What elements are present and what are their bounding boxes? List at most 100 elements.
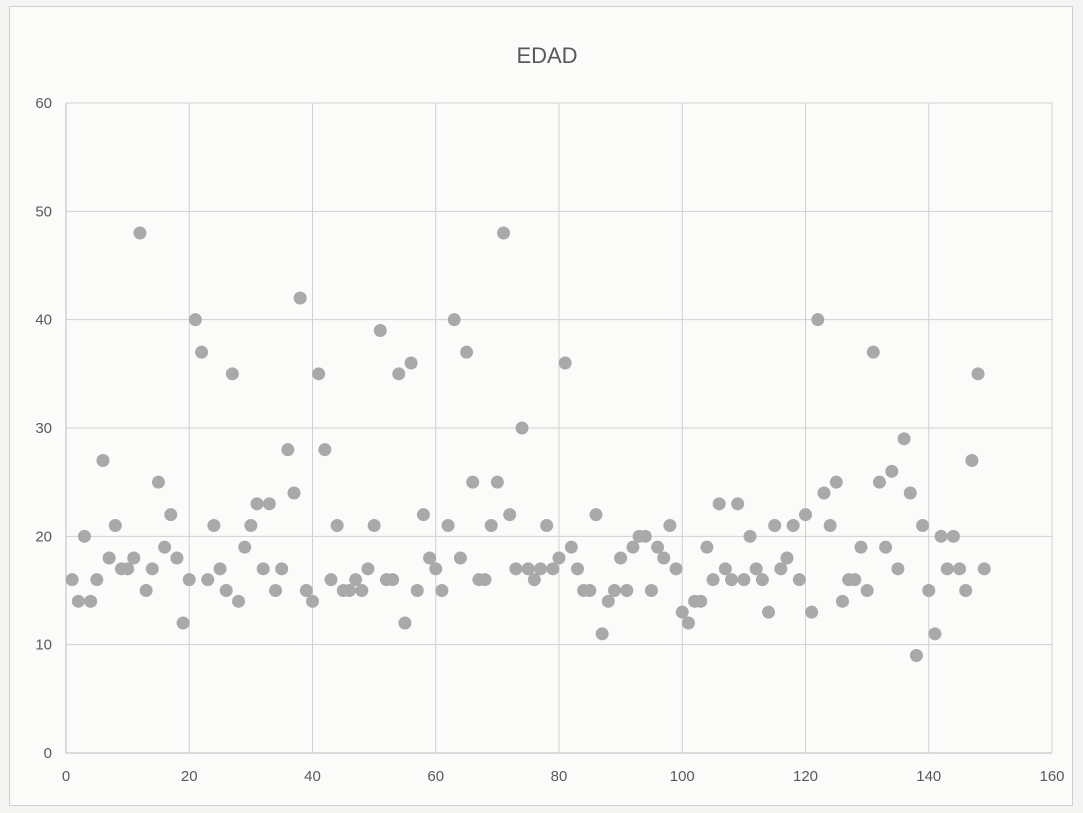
- data-point: [669, 562, 683, 576]
- data-point: [398, 616, 412, 630]
- data-point: [515, 421, 529, 435]
- data-point: [768, 519, 782, 532]
- data-point: [429, 562, 443, 576]
- data-point: [77, 529, 91, 543]
- data-point: [817, 486, 831, 500]
- data-point: [170, 551, 184, 565]
- x-tick-label: 0: [62, 768, 70, 785]
- data-point: [521, 562, 535, 576]
- data-point: [694, 594, 708, 608]
- data-point: [614, 551, 628, 565]
- data-point: [207, 519, 221, 532]
- data-point: [164, 508, 178, 522]
- data-point: [891, 562, 905, 576]
- data-point: [447, 313, 461, 327]
- data-point: [392, 367, 406, 381]
- data-point: [127, 551, 141, 565]
- data-point: [367, 519, 381, 532]
- data-point: [262, 497, 276, 511]
- data-point: [940, 562, 954, 576]
- data-point: [527, 573, 541, 587]
- data-point: [657, 551, 671, 565]
- x-tick-label: 20: [181, 768, 198, 785]
- data-point: [552, 551, 566, 565]
- data-point: [312, 367, 326, 381]
- data-point: [558, 356, 572, 370]
- data-point: [287, 486, 301, 500]
- data-point: [158, 540, 172, 554]
- data-point: [805, 605, 819, 619]
- data-point: [349, 573, 363, 587]
- data-point: [651, 540, 665, 554]
- data-point: [601, 594, 615, 608]
- data-point: [774, 562, 788, 576]
- data-point: [497, 226, 511, 240]
- chart-area: EDAD 0 10 20 30 40 50 60 0 20 40 60 80 100 120 140 160: [9, 6, 1073, 806]
- y-tick-label: 40: [35, 312, 52, 329]
- data-point: [324, 573, 338, 587]
- x-tick-label: 80: [551, 768, 568, 785]
- data-point: [700, 540, 714, 554]
- data-point: [256, 562, 270, 576]
- data-point: [786, 519, 800, 532]
- data-point: [188, 313, 202, 327]
- x-tick-label: 120: [793, 768, 818, 785]
- data-point: [977, 562, 991, 576]
- data-point: [145, 562, 159, 576]
- data-point: [780, 551, 794, 565]
- data-point: [244, 519, 258, 532]
- data-point: [718, 562, 732, 576]
- data-point: [108, 519, 122, 532]
- data-point: [416, 508, 430, 522]
- data-point: [743, 529, 757, 543]
- data-point: [564, 540, 578, 554]
- data-point: [250, 497, 264, 511]
- data-point: [885, 464, 899, 478]
- data-point: [712, 497, 726, 511]
- x-tick-label: 40: [304, 768, 321, 785]
- data-point: [922, 584, 936, 597]
- data-point: [872, 475, 886, 489]
- data-point: [195, 345, 209, 359]
- chart-title: EDAD: [516, 43, 577, 68]
- data-point: [490, 475, 504, 489]
- data-point: [620, 584, 634, 597]
- data-point: [232, 594, 246, 608]
- data-point: [281, 443, 295, 457]
- gridlines: [65, 102, 1053, 754]
- data-point: [928, 627, 942, 641]
- data-point: [663, 519, 677, 532]
- data-point: [139, 584, 153, 597]
- data-point: [503, 508, 517, 522]
- data-point: [755, 573, 769, 587]
- data-point: [971, 367, 985, 381]
- y-tick-label: 30: [35, 420, 52, 437]
- data-point: [65, 573, 79, 587]
- data-point: [121, 562, 135, 576]
- data-point: [534, 562, 548, 576]
- data-point: [509, 562, 523, 576]
- x-tick-label: 100: [670, 768, 695, 785]
- data-point: [835, 594, 849, 608]
- x-tick-label: 60: [427, 768, 444, 785]
- data-point: [423, 551, 437, 565]
- data-point: [916, 519, 930, 532]
- data-point: [176, 616, 190, 630]
- data-point: [269, 584, 283, 597]
- y-tick-label: 20: [35, 528, 52, 545]
- data-point: [792, 573, 806, 587]
- data-point: [589, 508, 603, 522]
- data-point: [306, 594, 319, 608]
- data-point: [909, 649, 923, 662]
- data-point: [731, 497, 745, 511]
- data-point: [811, 313, 825, 327]
- data-point: [373, 324, 387, 337]
- data-point: [361, 562, 375, 576]
- data-point: [897, 432, 911, 446]
- data-point: [410, 584, 424, 597]
- data-point: [213, 562, 227, 576]
- data-point: [342, 584, 356, 597]
- data-point: [435, 584, 449, 597]
- data-point: [386, 573, 400, 587]
- data-point: [484, 519, 498, 532]
